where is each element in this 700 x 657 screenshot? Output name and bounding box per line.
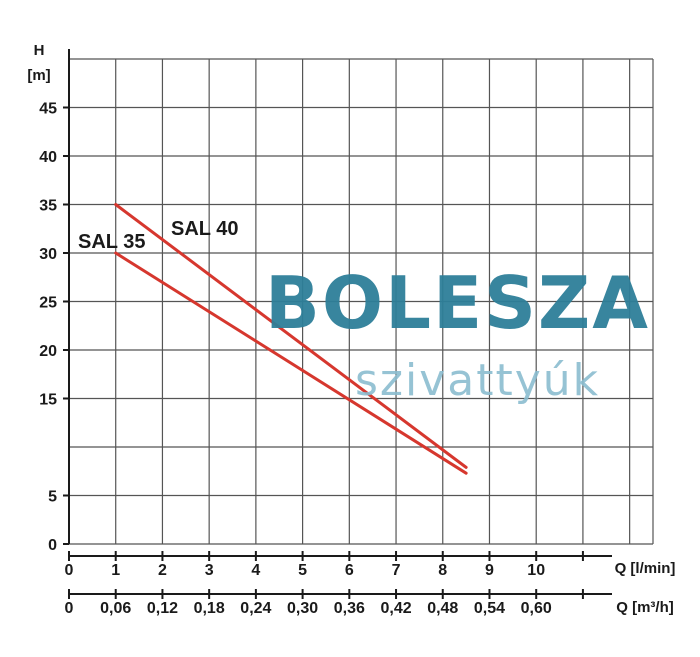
x-axis-label-secondary: Q [m³/h] (616, 599, 674, 616)
y-tick-label: 5 (48, 489, 57, 506)
x-primary-tick-label: 2 (158, 562, 167, 579)
x-secondary-tick-label: 0,30 (287, 600, 318, 617)
y-tick-label: 35 (39, 198, 57, 215)
x-primary-tick-label: 1 (111, 562, 120, 579)
series (114, 203, 468, 475)
x-axis-label-primary: Q [l/min] (615, 560, 676, 577)
y-axis-label: H (34, 42, 45, 59)
y-tick-label: 30 (39, 246, 57, 263)
x-secondary-tick-label: 0,06 (100, 600, 131, 617)
series-line-sal40 (114, 203, 468, 469)
grid (68, 58, 654, 545)
watermark-title: BOLESZA (265, 261, 650, 345)
series-label-sal35: SAL 35 (78, 231, 145, 253)
x-secondary-tick-label: 0,18 (194, 600, 225, 617)
x-primary-tick-label: 0 (65, 562, 74, 579)
x-primary-tick-label: 10 (527, 562, 545, 579)
y-tick-label: 45 (39, 101, 57, 118)
axes (63, 49, 612, 599)
x-primary-tick-label: 9 (485, 562, 494, 579)
y-tick-label: 20 (39, 343, 57, 360)
x-primary-tick-label: 5 (298, 562, 307, 579)
y-tick-label: 0 (48, 537, 57, 554)
x-secondary-tick-label: 0 (65, 600, 74, 617)
x-primary-tick-label: 4 (251, 562, 260, 579)
watermark-subtitle: szivattyúk (355, 355, 600, 406)
x-primary-tick-label: 8 (438, 562, 447, 579)
y-tick-label: 40 (39, 149, 57, 166)
x-secondary-tick-label: 0,24 (240, 600, 271, 617)
y-tick-label: 15 (39, 392, 57, 409)
x-primary-tick-label: 7 (392, 562, 401, 579)
x-secondary-tick-label: 0,36 (334, 600, 365, 617)
x-secondary-tick-label: 0,12 (147, 600, 178, 617)
x-primary-tick-label: 3 (205, 562, 214, 579)
series-line-sal35 (114, 251, 468, 475)
x-secondary-tick-label: 0,54 (474, 600, 505, 617)
x-primary-tick-label: 6 (345, 562, 354, 579)
x-secondary-tick-label: 0,48 (427, 600, 458, 617)
y-tick-label: 25 (39, 295, 57, 312)
series-label-sal40: SAL 40 (171, 218, 238, 240)
x-secondary-tick-label: 0,42 (380, 600, 411, 617)
y-axis-unit: [m] (27, 67, 50, 84)
x-secondary-tick-label: 0,60 (521, 600, 552, 617)
